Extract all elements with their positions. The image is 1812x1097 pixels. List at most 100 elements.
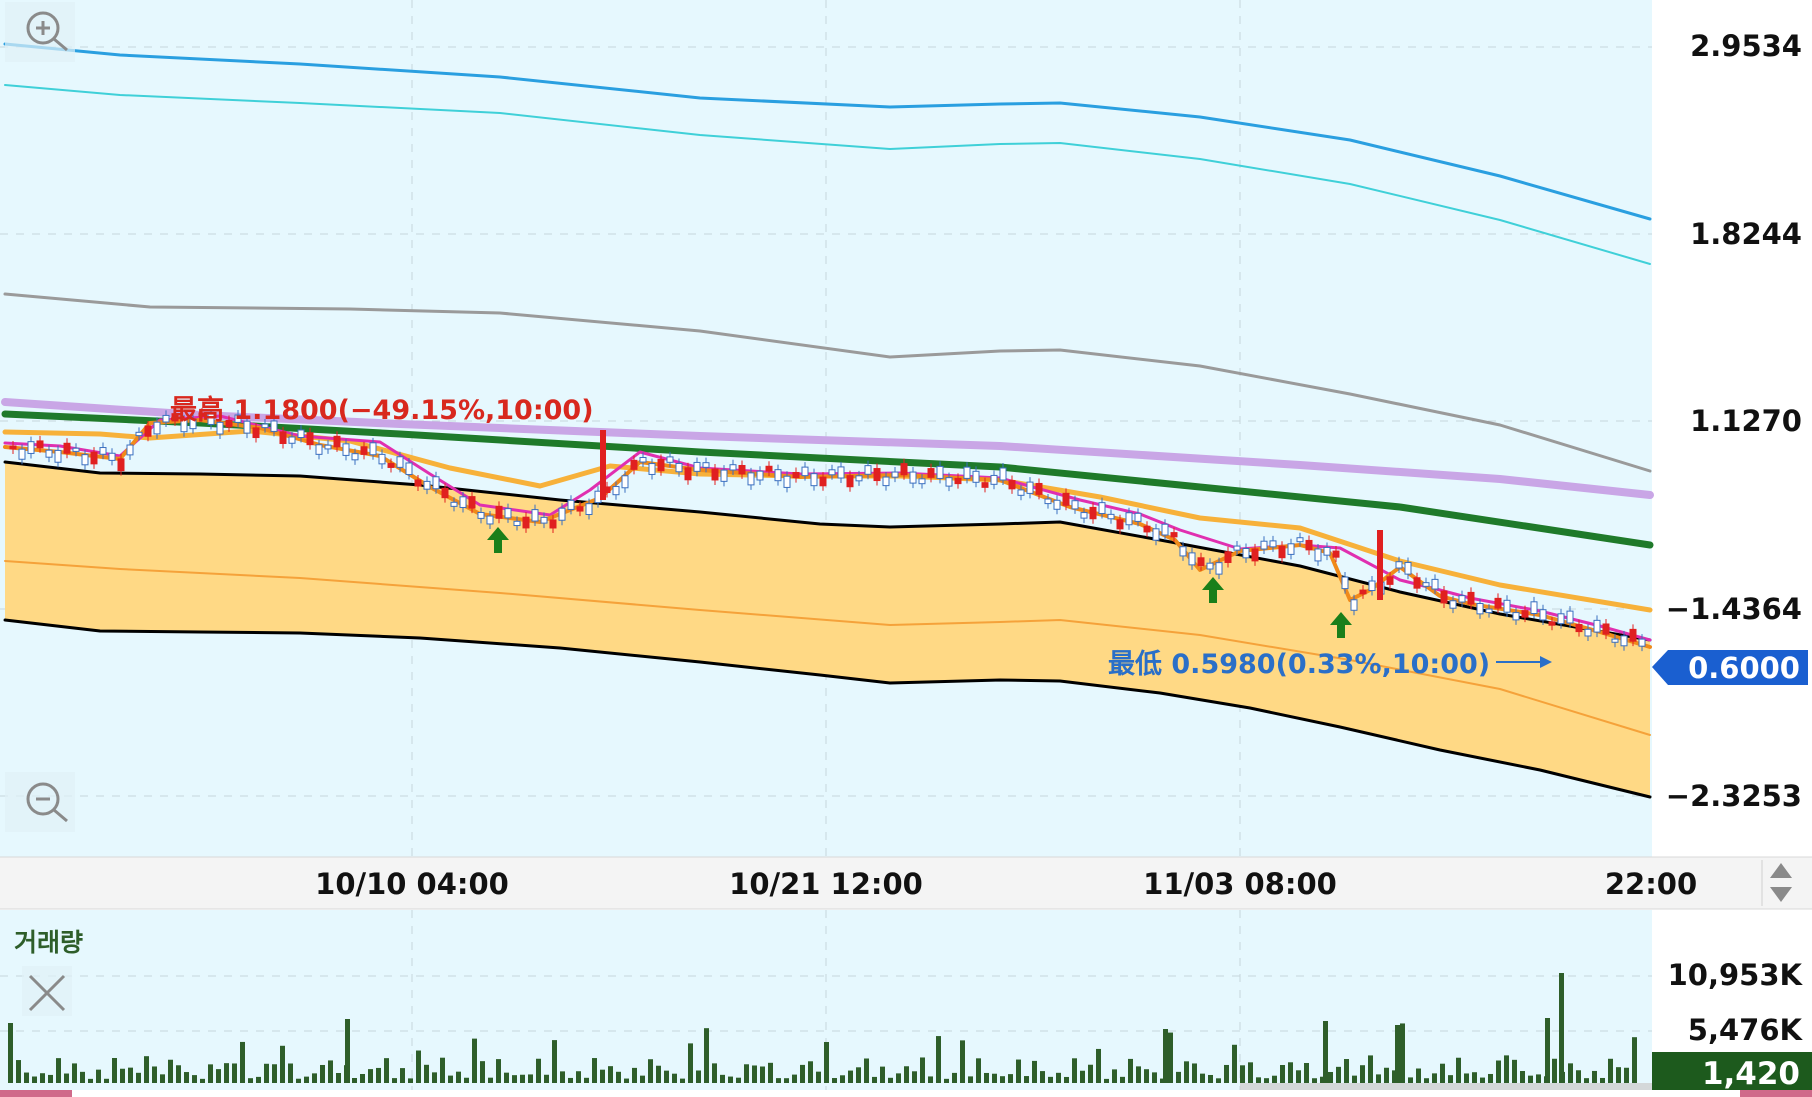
candle — [567, 499, 575, 510]
candle — [873, 468, 881, 482]
candle — [522, 516, 530, 529]
candle — [783, 475, 791, 488]
volume-bar — [712, 1063, 717, 1083]
volume-bar — [320, 1064, 325, 1083]
candle — [81, 454, 89, 466]
volume-bar — [808, 1061, 813, 1083]
candle — [180, 419, 188, 433]
candle — [324, 444, 332, 450]
volume-bar — [176, 1065, 181, 1083]
candle — [1368, 580, 1376, 592]
candle — [1359, 589, 1367, 595]
volume-bar — [440, 1057, 445, 1083]
volume-bar — [1056, 1072, 1061, 1083]
volume-bar — [1304, 1062, 1309, 1083]
volume-bar — [944, 1078, 949, 1083]
candle — [216, 421, 224, 435]
volume-bar — [608, 1066, 613, 1083]
volume-bar — [1104, 1078, 1109, 1083]
volume-bar — [624, 1078, 629, 1083]
volume-bar — [544, 1074, 549, 1083]
volume-bar — [464, 1077, 469, 1083]
volume-bar — [920, 1057, 925, 1083]
volume-bar — [1192, 1063, 1197, 1083]
current-price-value: 0.6000 — [1688, 651, 1800, 685]
time-tick: 22:00 — [1605, 867, 1697, 901]
candle — [612, 486, 620, 496]
candle — [747, 472, 755, 486]
candle — [1305, 539, 1313, 551]
volume-bar — [1232, 1044, 1237, 1083]
volume-bar — [1395, 1025, 1400, 1083]
candle — [936, 465, 944, 479]
candle — [738, 464, 746, 475]
candle — [207, 413, 215, 425]
candle — [1134, 512, 1142, 522]
volume-scroll-track[interactable] — [1240, 1083, 1652, 1090]
volume-bar — [40, 1073, 45, 1083]
volume-bar — [1344, 1059, 1349, 1083]
volume-bar — [704, 1028, 709, 1083]
volume-bar — [168, 1059, 173, 1083]
candle — [495, 505, 503, 519]
volume-bar — [408, 1078, 413, 1083]
volume-bar — [256, 1076, 261, 1083]
candle — [729, 464, 737, 471]
candle — [954, 477, 962, 485]
volume-bar — [328, 1060, 333, 1083]
volume-bar — [72, 1063, 77, 1083]
volume-bar — [1096, 1048, 1101, 1083]
volume-bar — [488, 1077, 493, 1083]
volume-bar — [1488, 1073, 1493, 1083]
volume-bar — [1608, 1058, 1613, 1083]
candle — [72, 447, 80, 452]
scroll-arrows-icon[interactable] — [1761, 860, 1792, 906]
candle — [351, 453, 359, 461]
volume-bar — [568, 1077, 573, 1083]
volume-bar — [360, 1073, 365, 1083]
buy-signal-arrows — [487, 527, 1352, 638]
volume-bar — [648, 1059, 653, 1083]
candle — [135, 431, 143, 437]
volume-bar — [456, 1071, 461, 1083]
candle — [1323, 546, 1331, 556]
volume-bar — [688, 1043, 693, 1083]
candle — [225, 419, 233, 428]
volume-bar — [904, 1066, 909, 1083]
volume-bar — [664, 1070, 669, 1083]
zoom-out-icon[interactable] — [5, 772, 75, 832]
volume-bar — [56, 1058, 61, 1083]
candle — [1467, 591, 1475, 605]
close-icon[interactable] — [22, 966, 72, 1016]
high-annotation: 最高 1.1800(−49.15%,10:00) — [170, 394, 594, 426]
volume-bar — [1112, 1069, 1117, 1083]
band-mid-line — [4, 560, 1651, 736]
volume-bar — [984, 1072, 989, 1083]
volume-bar — [1016, 1059, 1021, 1083]
candle — [1053, 499, 1061, 510]
candle — [306, 432, 314, 446]
volume-bar — [1280, 1065, 1285, 1083]
candle — [792, 471, 800, 479]
volume-bar — [728, 1076, 733, 1083]
candle — [1638, 638, 1646, 647]
candle — [1458, 595, 1466, 603]
candle — [333, 435, 341, 448]
volume-bar — [1024, 1076, 1029, 1083]
volume-bar — [368, 1069, 373, 1083]
volume-bar — [592, 1058, 597, 1083]
volume-tick: 5,476K — [1688, 1013, 1804, 1047]
volume-bar — [136, 1072, 141, 1083]
volume-bar — [560, 1071, 565, 1083]
volume-bar — [1384, 1067, 1389, 1083]
volume-panel-title: 거래량 — [14, 928, 83, 957]
current-volume-tag: 1,420 — [1652, 1052, 1812, 1092]
candle — [1170, 532, 1178, 538]
zoom-in-icon[interactable] — [5, 2, 75, 62]
volume-bar — [224, 1063, 229, 1083]
volume-bar — [448, 1075, 453, 1083]
volume-bar — [1040, 1071, 1045, 1083]
volume-axis: 10,953K 5,476K — [1668, 958, 1804, 1047]
candle — [540, 516, 548, 524]
